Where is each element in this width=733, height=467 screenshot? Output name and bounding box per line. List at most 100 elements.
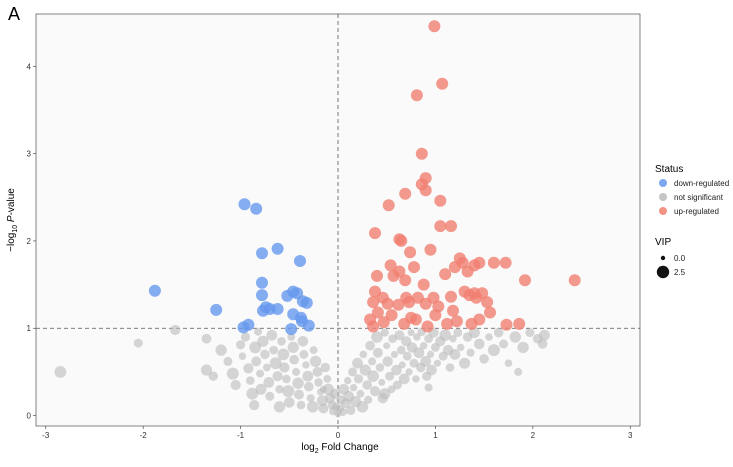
data-point xyxy=(504,359,513,368)
data-point xyxy=(413,347,425,359)
data-point xyxy=(426,364,437,376)
data-point xyxy=(439,268,452,281)
data-point xyxy=(453,328,463,337)
data-point xyxy=(413,333,421,341)
data-point xyxy=(434,220,447,233)
data-point xyxy=(236,340,246,350)
data-point xyxy=(292,367,301,376)
data-point xyxy=(356,401,369,413)
data-point xyxy=(429,309,442,322)
data-point xyxy=(201,333,212,344)
data-point xyxy=(292,377,304,389)
data-point xyxy=(257,335,269,347)
data-point xyxy=(369,386,381,397)
data-point xyxy=(133,338,143,348)
data-point xyxy=(392,298,405,311)
data-point xyxy=(282,374,291,384)
data-point xyxy=(428,20,441,33)
data-point xyxy=(456,256,469,269)
data-point xyxy=(383,342,391,350)
data-point xyxy=(417,278,430,291)
data-point xyxy=(269,345,279,355)
data-point xyxy=(320,362,330,373)
data-point xyxy=(445,363,455,372)
legend-label: down-regulated xyxy=(674,179,729,188)
data-point xyxy=(447,304,459,317)
data-point xyxy=(349,383,358,392)
y-tick-label: 3 xyxy=(27,150,32,159)
y-tick-label: 1 xyxy=(27,324,32,333)
data-point xyxy=(380,328,389,337)
x-tick-label: -2 xyxy=(140,431,148,440)
legend-label: up-regulated xyxy=(674,207,719,216)
data-point xyxy=(371,306,384,319)
data-point xyxy=(434,194,447,207)
data-point xyxy=(296,400,306,410)
data-point xyxy=(384,259,397,272)
data-point xyxy=(371,331,383,343)
data-point xyxy=(299,350,309,359)
data-point xyxy=(485,333,493,341)
legend-size-swatch xyxy=(660,255,666,261)
data-point xyxy=(420,342,428,350)
data-point xyxy=(295,311,307,324)
data-point xyxy=(387,269,400,282)
legend-status-items: down-regulated not significant up-regulate… xyxy=(659,179,729,216)
y-axis-title: −log10 P-value xyxy=(6,188,19,252)
data-point xyxy=(410,89,423,102)
data-point xyxy=(450,315,463,328)
data-point xyxy=(385,371,395,381)
data-point xyxy=(409,358,419,368)
data-point xyxy=(367,296,380,309)
y-tick-label: 2 xyxy=(27,237,32,246)
data-point xyxy=(271,242,284,255)
data-point xyxy=(377,316,390,329)
data-point xyxy=(250,202,263,215)
data-point xyxy=(254,327,263,336)
x-tick-label: 2 xyxy=(531,431,536,440)
data-point xyxy=(398,361,406,369)
data-point xyxy=(457,343,465,352)
x-axis-title-rest: Fold Change xyxy=(319,442,379,453)
data-point xyxy=(484,306,496,319)
data-point xyxy=(441,317,454,330)
data-point xyxy=(353,374,364,384)
data-point xyxy=(238,198,251,211)
data-point xyxy=(302,361,310,369)
data-point xyxy=(449,349,461,360)
data-point xyxy=(318,403,329,414)
data-point xyxy=(279,362,290,373)
data-point xyxy=(300,296,313,309)
data-point xyxy=(372,347,383,358)
data-point xyxy=(284,397,295,408)
data-point xyxy=(359,350,368,359)
data-point xyxy=(314,378,323,387)
data-point xyxy=(294,389,304,400)
data-point xyxy=(473,313,486,326)
x-axis-title-base: log xyxy=(301,442,314,453)
data-point xyxy=(330,388,341,399)
data-point xyxy=(399,187,412,200)
data-point xyxy=(385,309,398,322)
data-point xyxy=(256,289,268,302)
data-point xyxy=(287,333,296,341)
legend-vip-items: 0.0 2.5 xyxy=(656,254,686,279)
legend-vip-title: VIP xyxy=(655,237,671,248)
data-point xyxy=(421,320,434,333)
legend-label: 0.0 xyxy=(674,254,686,263)
data-point xyxy=(356,389,365,398)
data-point xyxy=(391,364,402,376)
data-point xyxy=(249,400,260,411)
data-point xyxy=(304,381,314,392)
data-point xyxy=(323,375,332,383)
data-point xyxy=(439,329,452,342)
data-point xyxy=(500,318,513,331)
legend-label: not significant xyxy=(674,193,724,202)
data-point xyxy=(226,367,239,380)
data-point xyxy=(302,319,315,332)
data-point xyxy=(487,256,500,269)
legend: Status down-regulated not significant up-r… xyxy=(655,164,729,279)
data-point xyxy=(394,330,405,341)
data-point xyxy=(256,276,268,289)
data-point xyxy=(208,371,218,381)
